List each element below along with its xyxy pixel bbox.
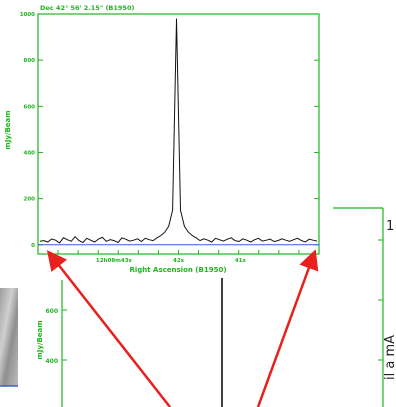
spectrum-plot: Dec 42° 56' 2.15" (B1950) mJy/Beam Right…	[4, 4, 320, 274]
grayscale-image-strip	[0, 288, 18, 387]
lower-y-axis-label: mJy/Beam	[36, 320, 44, 359]
right-tick-label: 1	[386, 219, 394, 234]
y-tick-label: 400	[24, 150, 36, 156]
right-panel: 1 il a mA	[333, 207, 396, 407]
annotation-arrows	[46, 249, 319, 407]
y-tick-label: 0	[31, 243, 35, 249]
x-axis-label: Right Ascension (B1950)	[129, 266, 226, 274]
y-tick-label: 200	[24, 197, 36, 203]
x-tick-label: 41s	[235, 258, 247, 264]
arrow-right	[256, 249, 319, 407]
y-tick-label: 800	[24, 58, 36, 64]
y-tick-label: 600	[24, 104, 36, 110]
x-ticks: 12h08m43s 42s 41s	[57, 250, 300, 264]
plot-header: Dec 42° 56' 2.15" (B1950)	[40, 4, 134, 12]
x-tick-label: 42s	[173, 258, 185, 264]
x-tick-label: 12h08m43s	[96, 258, 133, 264]
y-axis-label: mJy/Beam	[4, 110, 12, 149]
lower-plot: mJy/Beam 600 400	[36, 278, 223, 407]
y-ticks: 0 200 400 600 800 1000	[20, 12, 319, 249]
arrow-left	[46, 250, 171, 407]
lower-y-tick-600: 600	[45, 308, 58, 315]
right-rotated-text: il a mA	[383, 335, 396, 380]
series-line-spectrum	[39, 18, 318, 244]
lower-y-tick-400: 400	[45, 358, 58, 365]
y-tick-label: 1000	[20, 12, 35, 18]
